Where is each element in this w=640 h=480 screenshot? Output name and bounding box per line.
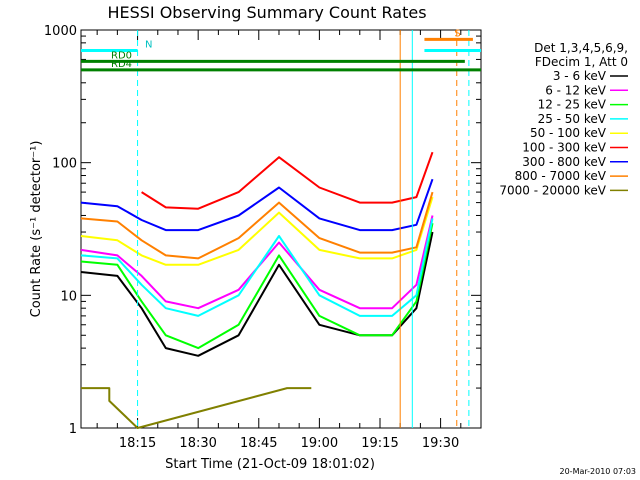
legend-label-0: 3 - 6 keV	[553, 69, 607, 83]
x-axis-label: Start Time (21-Oct-09 18:01:02)	[165, 457, 375, 472]
series-line-6	[80, 178, 434, 232]
series-line-5	[141, 151, 434, 210]
chart-title: HESSI Observing Summary Count Rates	[107, 3, 426, 22]
plot-frame	[80, 29, 482, 429]
y-tick-label: 1000	[44, 24, 77, 39]
legend-label-1: 6 - 12 keV	[545, 83, 607, 97]
status-bar-label-4: S	[454, 28, 460, 39]
legend-label-4: 50 - 100 keV	[530, 126, 607, 140]
x-tick-label: 19:00	[301, 436, 338, 451]
series-line-8	[81, 387, 312, 429]
footnote-timestamp: 20-Mar-2010 07:03	[560, 467, 637, 476]
series-line-7	[80, 191, 434, 260]
x-tick-label: 18:15	[119, 436, 156, 451]
x-tick-label: 19:30	[422, 436, 459, 451]
legend-label-6: 300 - 800 keV	[522, 155, 606, 169]
legend-label-2: 12 - 25 keV	[538, 98, 607, 112]
plot-area: 1 10 100 1000 18:15 18:30 18:45 19:00 19:15 19:30…	[44, 24, 482, 451]
y-tick-label: 10	[60, 289, 77, 304]
y-axis-label: Count Rate (s⁻¹ detector⁻¹)	[29, 141, 44, 318]
legend-header: FDecim 1, Att 0	[535, 55, 628, 69]
status-bar-label-0: N	[145, 40, 152, 51]
legend-label-3: 25 - 50 keV	[538, 112, 607, 126]
x-tick-label: 19:15	[361, 436, 398, 451]
x-tick-label: 18:30	[179, 436, 216, 451]
legend-label-8: 7000 - 20000 keV	[499, 183, 606, 197]
status-bar-label-2: RD0	[111, 50, 132, 61]
legend-label-5: 100 - 300 keV	[522, 141, 606, 155]
legend: Det 1,3,4,5,6,9,FDecim 1, Att 03 - 6 keV…	[499, 41, 628, 197]
x-tick-label: 18:45	[240, 436, 277, 451]
legend-header: Det 1,3,4,5,6,9,	[534, 41, 628, 55]
status-bar-label-3: RD4	[111, 59, 132, 70]
y-tick-label: 100	[52, 157, 77, 172]
legend-label-7: 800 - 7000 keV	[515, 169, 607, 183]
y-tick-label: 1	[69, 422, 77, 437]
